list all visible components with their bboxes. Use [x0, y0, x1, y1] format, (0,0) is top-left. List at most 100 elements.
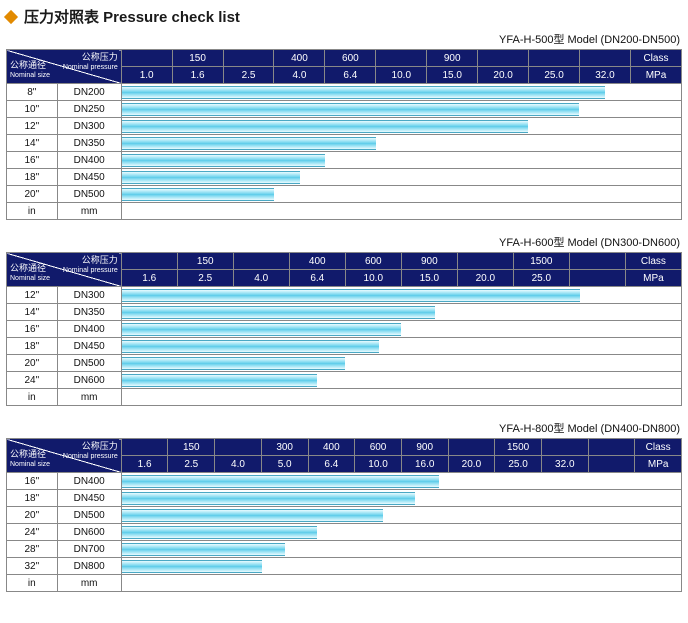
size-mm-cell: DN500: [57, 355, 121, 372]
bar-cell: [121, 118, 681, 135]
units-in: in: [7, 389, 58, 406]
table-row: 24"DN600: [7, 524, 682, 541]
pressure-table: 公称压力Nominal pressure公称通径Nominal size1504…: [6, 49, 682, 220]
header-corner: 公称压力Nominal pressure公称通径Nominal size: [7, 439, 122, 473]
class-header-cell: [529, 50, 580, 67]
units-mm: mm: [57, 575, 121, 592]
pressure-bar: [122, 492, 416, 505]
table-row: 16"DN400: [7, 152, 682, 169]
units-row: inmm: [7, 389, 682, 406]
class-label-cell: Class: [625, 253, 681, 270]
mpa-header-cell: 2.5: [168, 456, 215, 473]
class-header-cell: [457, 253, 513, 270]
table-row: 16"DN400: [7, 473, 682, 490]
mpa-label-cell: MPa: [635, 456, 682, 473]
units-row: inmm: [7, 203, 682, 220]
size-in-cell: 28": [7, 541, 58, 558]
bar-cell: [121, 372, 681, 389]
class-header-cell: [541, 439, 588, 456]
mpa-header-cell: 6.4: [325, 67, 376, 84]
pressure-bar: [122, 475, 439, 488]
table-row: 20"DN500: [7, 186, 682, 203]
class-header-cell: [569, 253, 625, 270]
size-mm-cell: DN600: [57, 372, 121, 389]
pressure-bar: [122, 154, 325, 167]
table-row: 20"DN500: [7, 355, 682, 372]
bar-cell: [121, 473, 681, 490]
bar-cell: [121, 490, 681, 507]
header-corner: 公称压力Nominal pressure公称通径Nominal size: [7, 50, 122, 84]
class-header-cell: [215, 439, 262, 456]
table-row: 10"DN250: [7, 101, 682, 118]
mpa-header-cell: 1.6: [121, 456, 168, 473]
model-label: YFA-H-500型 Model (DN200-DN500): [6, 31, 682, 47]
bar-cell: [121, 287, 681, 304]
table-row: 28"DN700: [7, 541, 682, 558]
size-in-cell: 12": [7, 118, 58, 135]
class-header-cell: [376, 50, 427, 67]
class-header-cell: 900: [401, 439, 448, 456]
mpa-header-cell: 20.0: [448, 456, 495, 473]
bar-cell: [121, 135, 681, 152]
class-header-cell: 400: [308, 439, 355, 456]
mpa-header-cell: 32.0: [541, 456, 588, 473]
pressure-bar: [122, 560, 262, 573]
corner-top-en: Nominal pressure: [63, 451, 118, 462]
bar-cell: [121, 169, 681, 186]
size-mm-cell: DN700: [57, 541, 121, 558]
size-in-cell: 14": [7, 135, 58, 152]
mpa-header-cell: 1.6: [172, 67, 223, 84]
class-header-cell: [478, 50, 529, 67]
table-row: 32"DN800: [7, 558, 682, 575]
mpa-header-cell: 25.0: [495, 456, 542, 473]
table-row: 12"DN300: [7, 118, 682, 135]
class-header-cell: 1500: [513, 253, 569, 270]
mpa-header-cell: 6.4: [308, 456, 355, 473]
size-in-cell: 20": [7, 355, 58, 372]
mpa-header-cell: 25.0: [513, 270, 569, 287]
class-header-cell: 600: [345, 253, 401, 270]
pressure-table: 公称压力Nominal pressure公称通径Nominal size 150 3…: [6, 438, 682, 592]
model-label: YFA-H-600型 Model (DN300-DN600): [6, 234, 682, 250]
pressure-bar: [122, 323, 402, 336]
class-header-cell: 150: [168, 439, 215, 456]
bar-cell: [121, 541, 681, 558]
size-in-cell: 16": [7, 321, 58, 338]
mpa-header-cell: 10.0: [345, 270, 401, 287]
size-mm-cell: DN500: [57, 186, 121, 203]
class-header-cell: [223, 50, 274, 67]
pressure-bar: [122, 357, 346, 370]
mpa-header-cell: 6.4: [289, 270, 345, 287]
mpa-header-cell: 4.0: [274, 67, 325, 84]
pressure-bar: [122, 137, 376, 150]
mpa-label-cell: MPa: [630, 67, 681, 84]
bar-cell: [121, 558, 681, 575]
units-empty: [121, 575, 681, 592]
class-header-cell: 900: [427, 50, 478, 67]
mpa-header-cell: 4.0: [215, 456, 262, 473]
class-header-cell: [121, 439, 168, 456]
size-mm-cell: DN300: [57, 118, 121, 135]
size-mm-cell: DN450: [57, 490, 121, 507]
units-in: in: [7, 203, 58, 220]
page-title-row: 压力对照表 Pressure check list: [6, 6, 682, 27]
mpa-header-cell: 2.5: [177, 270, 233, 287]
pressure-bar: [122, 306, 435, 319]
class-header-cell: 300: [261, 439, 308, 456]
corner-left-en: Nominal size: [10, 459, 50, 470]
bar-cell: [121, 321, 681, 338]
corner-top-en: Nominal pressure: [63, 62, 118, 73]
class-header-cell: 400: [289, 253, 345, 270]
header-corner: 公称压力Nominal pressure公称通径Nominal size: [7, 253, 122, 287]
pressure-table: 公称压力Nominal pressure公称通径Nominal size1504…: [6, 252, 682, 406]
size-in-cell: 18": [7, 169, 58, 186]
table-row: 18"DN450: [7, 169, 682, 186]
bar-cell: [121, 152, 681, 169]
pressure-bar: [122, 340, 379, 353]
mpa-header-cell: 16.0: [401, 456, 448, 473]
mpa-header-cell: 4.0: [233, 270, 289, 287]
size-mm-cell: DN450: [57, 338, 121, 355]
pressure-bar: [122, 188, 275, 201]
size-in-cell: 18": [7, 338, 58, 355]
table-row: 24"DN600: [7, 372, 682, 389]
